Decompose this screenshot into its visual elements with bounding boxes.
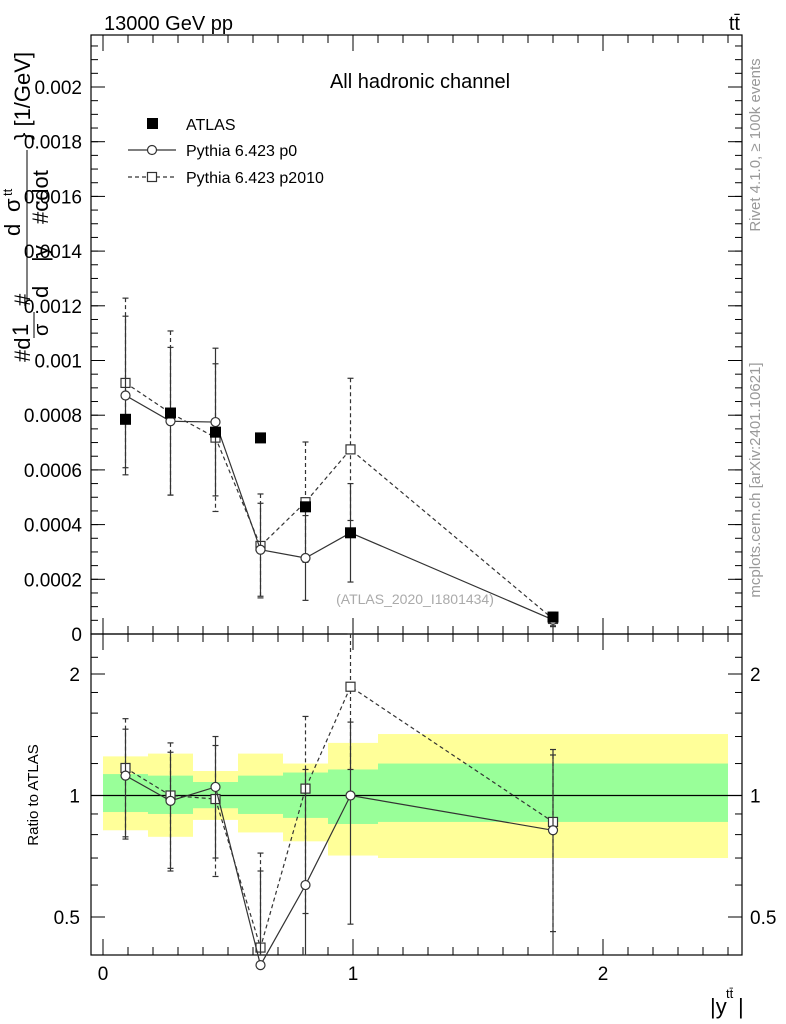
- p0-line: [125, 394, 554, 621]
- main-ytick-label: 0.0018: [24, 133, 82, 154]
- atlas-point: [165, 407, 176, 419]
- atlas-point: [120, 413, 131, 425]
- ratio-p0-point: [210, 781, 221, 793]
- atlas-point: [300, 501, 311, 513]
- p2010-point: [345, 444, 356, 455]
- ratio-p0-point: [255, 960, 266, 971]
- x-label-close: |: [738, 994, 744, 1019]
- x-label-base: |y: [710, 994, 727, 1019]
- main-plot-data: [120, 297, 559, 628]
- legend-label-atlas: ATLAS: [186, 117, 236, 134]
- plot-title: All hadronic channel: [330, 71, 510, 93]
- analysis-watermark: (ATLAS_2020_I1801434): [336, 591, 494, 607]
- legend-marker-atlas: [147, 118, 158, 129]
- y-label-cdot: #cdot: [28, 170, 53, 224]
- legend-label-p0: Pythia 6.423 p0: [186, 143, 297, 160]
- y-label-tt-sup: tt: [0, 188, 15, 196]
- axis-ticks: 0 0.0002 0.0004 0.0006 0.0008 0.001 0.0012 0.00…: [24, 35, 776, 985]
- ratio-y-axis-label: Ratio to ATLAS: [25, 744, 42, 845]
- ratio-p0-point: [120, 770, 131, 781]
- atlas-point: [547, 611, 559, 623]
- legend: ATLAS Pythia 6.423 p0 Pythia 6.423 p2010: [128, 117, 324, 187]
- collision-energy-label: 13000 GeV pp: [104, 13, 233, 35]
- main-ytick-label: 0.0012: [24, 297, 82, 318]
- process-label: tt̄: [729, 13, 741, 35]
- main-ytick-label: 0.002: [34, 78, 82, 99]
- legend-marker-p0: [146, 144, 158, 156]
- xtick-label: 1: [348, 964, 359, 985]
- ratio-ytick-label-left: 1: [69, 787, 80, 808]
- atlas-point: [210, 426, 221, 438]
- p0-point: [255, 544, 266, 555]
- ratio-ytick-label-left: 2: [69, 665, 80, 686]
- main-ytick-label: 0.0008: [24, 406, 82, 427]
- main-y-axis-label: #d 1 σ # d σ tt d |y #cdot } [1/GeV]: [0, 52, 53, 362]
- atlas-point: [345, 527, 356, 539]
- legend-marker-p2010: [146, 171, 158, 183]
- ratio-uncertainty-bands: [91, 734, 742, 859]
- y-label-prefix: #d: [10, 338, 35, 362]
- y-label-y-den: |y: [28, 245, 53, 262]
- main-ytick-label: 0.0002: [24, 570, 82, 591]
- ratio-plot-frame: [90, 633, 743, 956]
- xtick-label: 2: [598, 964, 609, 985]
- y-label-unit: } [1/GeV]: [10, 52, 35, 140]
- y-label-sigma: σ: [31, 323, 53, 336]
- ratio-ytick-label-right: 1: [750, 787, 761, 808]
- ratio-p0-point: [345, 790, 356, 801]
- y-label-d-den: d: [28, 286, 53, 298]
- ratio-p0-point: [547, 825, 559, 836]
- p2010-line: [125, 382, 554, 620]
- ratio-p0-point: [165, 795, 176, 806]
- ratio-p2010-point: [345, 681, 356, 692]
- ratio-green-band-3: [238, 775, 283, 814]
- x-axis-label: |y tt̄ |: [710, 986, 744, 1019]
- y-label-sigma-num: σ: [0, 198, 25, 212]
- rivet-version-label: Rivet 4.1.0, ≥ 100k events: [747, 58, 764, 231]
- xtick-label: 0: [98, 964, 109, 985]
- ratio-ytick-label-right: 2: [750, 665, 761, 686]
- y-label-hash: #: [10, 293, 35, 306]
- mcplots-label: mcplots.cern.ch [arXiv:2401.10621]: [747, 362, 764, 597]
- ratio-ytick-label-left: 0.5: [54, 908, 80, 929]
- ratio-plot-data: [120, 633, 559, 971]
- ratio-ytick-label-right: 0.5: [750, 908, 776, 929]
- y-label-frac-num: 1: [8, 324, 33, 336]
- main-ytick-label: 0.0014: [24, 242, 83, 263]
- main-ytick-label: 0: [71, 625, 82, 646]
- legend-label-p2010: Pythia 6.423 p2010: [186, 170, 324, 187]
- x-label-sup: tt̄: [726, 986, 734, 1001]
- atlas-point: [255, 432, 266, 444]
- main-ytick-label: 0.0004: [24, 516, 83, 537]
- p0-point: [300, 552, 311, 564]
- main-ytick-label: 0.001: [34, 352, 82, 373]
- p0-point: [210, 416, 221, 428]
- p0-point: [120, 390, 131, 401]
- ratio-p0-point: [300, 879, 311, 891]
- y-label-d-num: d: [0, 224, 25, 236]
- main-ytick-label: 0.0016: [24, 187, 82, 208]
- main-ytick-label: 0.0006: [24, 461, 82, 482]
